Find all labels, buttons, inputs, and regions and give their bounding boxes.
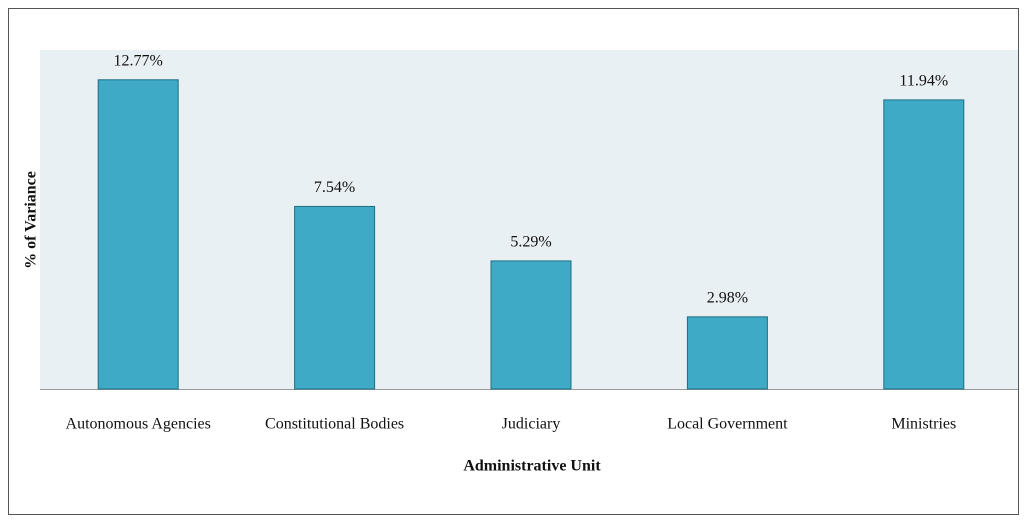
data-label: 2.98%: [707, 290, 748, 307]
x-tick-label: Autonomous Agencies: [66, 416, 211, 433]
x-axis-label: Administrative Unit: [463, 458, 601, 475]
x-tick-label: Ministries: [891, 416, 956, 433]
x-tick-label: Constitutional Bodies: [265, 416, 404, 433]
x-tick-label: Local Government: [667, 416, 788, 433]
y-axis-label: % of Variance: [23, 171, 40, 269]
bar: [686, 316, 768, 390]
data-label: 11.94%: [899, 73, 948, 90]
bar: [883, 99, 965, 390]
bar: [294, 205, 376, 390]
data-label: 7.54%: [314, 179, 355, 196]
frame: [8, 8, 1019, 515]
data-label: 12.77%: [114, 52, 163, 69]
x-tick-label: Judiciary: [502, 416, 561, 433]
bar: [97, 79, 179, 390]
bar: [490, 260, 572, 390]
data-label: 5.29%: [510, 234, 551, 251]
